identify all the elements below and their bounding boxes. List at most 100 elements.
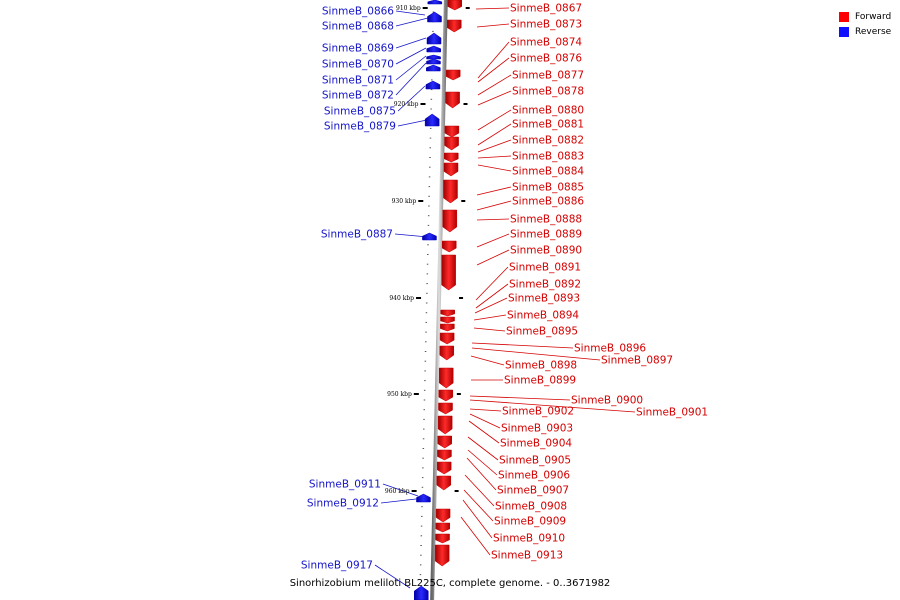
reverse-gene-glyph[interactable] (426, 45, 442, 53)
reverse-gene-label[interactable]: SinmeB_0879 (324, 121, 396, 133)
tick-label: 960 kbp (385, 488, 410, 495)
reverse-gene-label[interactable]: SinmeB_0872 (322, 90, 394, 102)
reverse-gene-glyph[interactable] (416, 493, 431, 503)
reverse-gene-glyph[interactable] (426, 54, 441, 60)
forward-gene-label[interactable]: SinmeB_0899 (504, 375, 576, 387)
reverse-gene-label[interactable]: SinmeB_0875 (324, 106, 396, 118)
forward-gene-glyph[interactable] (444, 125, 460, 138)
forward-gene-label[interactable]: SinmeB_0905 (499, 455, 571, 467)
forward-gene-glyph[interactable] (438, 402, 453, 415)
reverse-gene-label[interactable]: SinmeB_0911 (309, 479, 381, 491)
reverse-leader-line (374, 564, 411, 589)
forward-gene-glyph[interactable] (443, 179, 458, 204)
reverse-gene-glyph[interactable] (426, 58, 441, 65)
reverse-gene-label[interactable]: SinmeB_0868 (322, 21, 394, 33)
reverse-gene-label[interactable]: SinmeB_0887 (321, 229, 393, 241)
forward-gene-label[interactable]: SinmeB_0891 (509, 262, 581, 274)
reverse-gene-label[interactable]: SinmeB_0871 (322, 75, 394, 87)
forward-gene-label[interactable]: SinmeB_0895 (506, 326, 578, 338)
forward-gene-label[interactable]: SinmeB_0882 (512, 135, 584, 147)
reverse-gene-label[interactable]: SinmeB_0917 (301, 560, 373, 572)
forward-gene-glyph[interactable] (447, 0, 463, 11)
forward-gene-glyph[interactable] (445, 69, 461, 81)
forward-gene-glyph[interactable] (443, 162, 459, 177)
forward-gene-glyph[interactable] (439, 345, 455, 361)
forward-gene-label[interactable]: SinmeB_0902 (502, 406, 574, 418)
forward-gene-glyph[interactable] (437, 435, 452, 449)
forward-leader-line (464, 474, 495, 507)
forward-gene-label[interactable]: SinmeB_0894 (507, 310, 579, 322)
forward-gene-label[interactable]: SinmeB_0909 (494, 516, 566, 528)
forward-gene-label[interactable]: SinmeB_0884 (512, 166, 584, 178)
reverse-gene-glyph[interactable] (422, 232, 437, 241)
forward-gene-label[interactable]: SinmeB_0910 (493, 533, 565, 545)
forward-gene-label[interactable]: SinmeB_0877 (512, 70, 584, 82)
reverse-gene-label[interactable]: SinmeB_0912 (307, 498, 379, 510)
reverse-gene-glyph[interactable] (427, 11, 442, 23)
forward-gene-glyph[interactable] (447, 19, 462, 33)
forward-gene-label[interactable]: SinmeB_0901 (636, 407, 708, 419)
reverse-gene-label[interactable]: SinmeB_0866 (322, 6, 394, 18)
forward-gene-glyph[interactable] (438, 367, 454, 389)
reverse-gene-glyph[interactable] (426, 32, 442, 45)
forward-gene-label[interactable]: SinmeB_0906 (498, 470, 570, 482)
forward-gene-label[interactable]: SinmeB_0889 (510, 229, 582, 241)
reverse-gene-glyph[interactable] (427, 0, 443, 5)
forward-gene-label[interactable]: SinmeB_0886 (512, 196, 584, 208)
forward-gene-label[interactable]: SinmeB_0880 (512, 105, 584, 117)
forward-gene-label[interactable]: SinmeB_0873 (510, 19, 582, 31)
forward-gene-label[interactable]: SinmeB_0900 (571, 395, 643, 407)
forward-gene-glyph[interactable] (444, 136, 459, 151)
forward-gene-label[interactable]: SinmeB_0913 (491, 550, 563, 562)
forward-gene-glyph[interactable] (434, 544, 450, 567)
forward-gene-glyph[interactable] (439, 332, 455, 345)
forward-gene-label[interactable]: SinmeB_0904 (500, 438, 572, 450)
forward-leader-line (477, 74, 512, 96)
forward-gene-glyph[interactable] (436, 475, 452, 491)
forward-gene-label[interactable]: SinmeB_0885 (512, 182, 584, 194)
forward-gene-label[interactable]: SinmeB_0890 (510, 245, 582, 257)
forward-gene-glyph[interactable] (440, 309, 455, 317)
reverse-gene-glyph[interactable] (414, 585, 429, 600)
forward-gene-label[interactable]: SinmeB_0908 (495, 501, 567, 513)
forward-gene-label[interactable]: SinmeB_0867 (510, 3, 582, 15)
forward-gene-label[interactable]: SinmeB_0897 (601, 355, 673, 367)
forward-gene-glyph[interactable] (441, 240, 457, 253)
forward-gene-label[interactable]: SinmeB_0903 (501, 423, 573, 435)
reverse-gene-label[interactable]: SinmeB_0869 (322, 43, 394, 55)
forward-gene-glyph[interactable] (438, 389, 454, 402)
forward-leader-line (471, 342, 574, 349)
forward-gene-label[interactable]: SinmeB_0892 (509, 279, 581, 291)
forward-gene-glyph[interactable] (435, 533, 450, 544)
forward-gene-glyph[interactable] (440, 323, 455, 332)
forward-gene-glyph[interactable] (445, 91, 460, 109)
forward-gene-glyph[interactable] (442, 209, 458, 233)
forward-gene-glyph[interactable] (435, 508, 451, 523)
reverse-gene-glyph[interactable] (426, 64, 441, 72)
reverse-leader-line (382, 483, 419, 497)
forward-gene-glyph[interactable] (440, 316, 455, 324)
reverse-gene-glyph[interactable] (424, 113, 440, 127)
forward-gene-label[interactable]: SinmeB_0893 (508, 293, 580, 305)
major-tick-right (465, 7, 470, 9)
forward-gene-glyph[interactable] (441, 254, 456, 291)
forward-gene-label[interactable]: SinmeB_0874 (510, 37, 582, 49)
forward-gene-label[interactable]: SinmeB_0878 (512, 86, 584, 98)
forward-gene-label[interactable]: SinmeB_0876 (510, 53, 582, 65)
forward-gene-label[interactable]: SinmeB_0907 (497, 485, 569, 497)
forward-gene-glyph[interactable] (435, 522, 451, 533)
reverse-gene-label[interactable]: SinmeB_0870 (322, 59, 394, 71)
reverse-leader-line (395, 47, 427, 65)
forward-gene-label[interactable]: SinmeB_0883 (512, 151, 584, 163)
forward-gene-label[interactable]: SinmeB_0881 (512, 119, 584, 131)
forward-gene-glyph[interactable] (437, 415, 453, 435)
forward-gene-glyph[interactable] (444, 152, 459, 163)
major-tick (413, 393, 419, 395)
forward-gene-label[interactable]: SinmeB_0898 (505, 360, 577, 372)
forward-gene-label[interactable]: SinmeB_0888 (510, 214, 582, 226)
reverse-gene-glyph[interactable] (425, 80, 441, 90)
tick-label: 920 kbp (394, 101, 419, 108)
forward-gene-glyph[interactable] (437, 449, 452, 461)
forward-gene-glyph[interactable] (436, 461, 452, 475)
forward-gene-label[interactable]: SinmeB_0896 (574, 343, 646, 355)
